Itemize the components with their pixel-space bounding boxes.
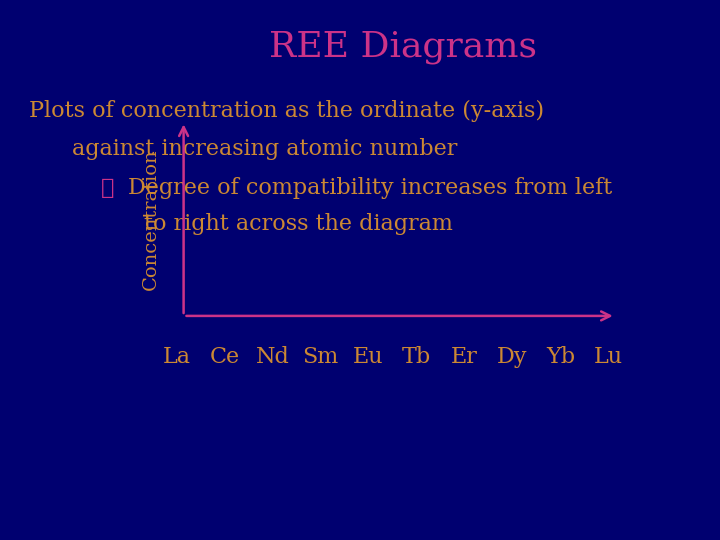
Text: Eu: Eu <box>353 346 384 368</box>
Text: Tb: Tb <box>402 346 431 368</box>
Text: ☞: ☞ <box>101 177 114 199</box>
Text: REE Diagrams: REE Diagrams <box>269 30 537 64</box>
Text: Nd: Nd <box>256 346 289 368</box>
Text: to right across the diagram: to right across the diagram <box>144 213 453 235</box>
Text: against increasing atomic number: against increasing atomic number <box>72 138 457 160</box>
Text: Concentration: Concentration <box>143 148 161 289</box>
Text: Er: Er <box>451 346 478 368</box>
Text: Ce: Ce <box>210 346 240 368</box>
Text: Sm: Sm <box>302 346 338 368</box>
Text: Yb: Yb <box>546 346 575 368</box>
Text: La: La <box>163 346 190 368</box>
Text: Lu: Lu <box>594 346 623 368</box>
Text: Plots of concentration as the ordinate (y-axis): Plots of concentration as the ordinate (… <box>29 100 544 122</box>
Text: Dy: Dy <box>497 346 528 368</box>
Text: Degree of compatibility increases from left: Degree of compatibility increases from l… <box>128 177 613 199</box>
